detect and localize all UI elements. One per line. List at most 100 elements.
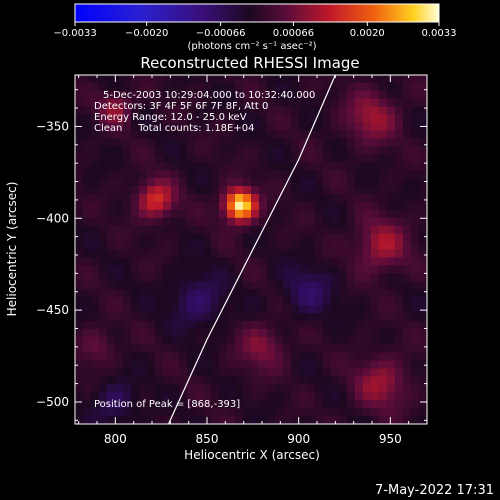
heatmap-cell (227, 336, 236, 346)
heatmap-cell (291, 273, 300, 282)
heatmap-cell (219, 273, 228, 282)
heatmap-cell (235, 98, 244, 108)
heatmap-cell (371, 416, 380, 424)
heatmap-cell (299, 170, 308, 179)
heatmap-cell (131, 217, 140, 227)
heatmap-cell (155, 312, 164, 322)
heatmap-cell (275, 376, 284, 385)
heatmap-cell (411, 336, 420, 346)
heatmap-cell (147, 312, 156, 322)
heatmap-cell (91, 384, 100, 393)
heatmap-cell (155, 297, 164, 306)
heatmap-cell (395, 178, 404, 187)
heatmap-cell (267, 273, 276, 282)
heatmap-cell (331, 312, 340, 322)
heatmap-cell (339, 106, 348, 116)
heatmap-cell (139, 122, 148, 132)
heatmap-cell (131, 344, 140, 354)
heatmap-cell (283, 90, 292, 100)
heatmap-cell (139, 273, 148, 282)
heatmap-cell (307, 336, 316, 346)
heatmap-cell (275, 384, 284, 393)
heatmap-cell (387, 289, 396, 298)
heatmap-cell (235, 186, 244, 195)
heatmap-cell (299, 392, 308, 401)
heatmap-cell (355, 170, 364, 179)
heatmap-cell (307, 146, 316, 155)
heatmap-cell (107, 209, 116, 219)
heatmap-cell (99, 265, 108, 274)
heatmap-cell (203, 209, 212, 219)
heatmap-cell (163, 75, 172, 84)
heatmap-cell (131, 241, 140, 251)
heatmap-cell (363, 186, 372, 195)
heatmap-cell (331, 305, 340, 314)
heatmap-cell (395, 297, 404, 306)
heatmap-cell (123, 249, 132, 259)
heatmap-cell (387, 75, 396, 84)
heatmap-cell (219, 312, 228, 322)
heatmap-cell (83, 90, 92, 100)
heatmap-cell (419, 265, 427, 274)
timestamp: 7-May-2022 17:31 (375, 483, 494, 498)
heatmap-cell (235, 154, 244, 163)
heatmap-cell (379, 376, 388, 385)
heatmap-cell (171, 273, 180, 282)
y-tick-label: −350 (36, 119, 69, 133)
heatmap-cell (187, 265, 196, 274)
heatmap-cell (243, 281, 252, 290)
heatmap-cell (227, 217, 236, 227)
heatmap-cell (275, 170, 284, 179)
heatmap-cell (195, 193, 204, 203)
heatmap-cell (387, 297, 396, 306)
heatmap-cell (243, 241, 252, 251)
heatmap-cell (411, 138, 420, 147)
heatmap-cell (291, 352, 300, 362)
heatmap-cell (219, 289, 228, 298)
heatmap-cell (123, 82, 132, 92)
heatmap-cell (131, 75, 140, 84)
heatmap-cell (403, 217, 412, 227)
heatmap-cell (251, 336, 260, 346)
heatmap-cell (203, 186, 212, 195)
heatmap-cell (107, 106, 116, 116)
heatmap-cell (211, 400, 220, 409)
heatmap-cell (331, 344, 340, 354)
heatmap-cell (419, 392, 427, 401)
heatmap-cell (99, 154, 108, 163)
heatmap-cell (147, 186, 156, 195)
heatmap-cell (251, 138, 260, 147)
heatmap-cell (235, 400, 244, 409)
heatmap-cell (75, 75, 84, 84)
heatmap-cell (83, 209, 92, 219)
heatmap-cell (163, 392, 172, 401)
heatmap-cell (371, 138, 380, 147)
heatmap-cell (355, 392, 364, 401)
heatmap-cell (243, 305, 252, 314)
heatmap-cell (83, 138, 92, 147)
heatmap-cell (323, 154, 332, 163)
heatmap-cell (219, 408, 228, 417)
heatmap-cell (211, 217, 220, 227)
heatmap-cell (395, 75, 404, 84)
heatmap-cell (275, 312, 284, 322)
heatmap-cell (307, 249, 316, 259)
heatmap-cell (131, 114, 140, 124)
heatmap-cell (395, 170, 404, 179)
heatmap-cell (315, 154, 324, 163)
heatmap-cell (147, 170, 156, 179)
heatmap-cell (147, 273, 156, 282)
heatmap-cell (139, 376, 148, 385)
heatmap-cell (147, 217, 156, 227)
heatmap-cell (267, 225, 276, 235)
x-tick-label: 900 (287, 432, 310, 446)
heatmap-cell (411, 416, 420, 424)
heatmap-cell (315, 162, 324, 171)
heatmap-cell (243, 368, 252, 378)
heatmap-cell (395, 400, 404, 409)
heatmap-cell (211, 241, 220, 251)
heatmap-cell (139, 162, 148, 171)
heatmap-cell (171, 281, 180, 290)
heatmap-cell (267, 90, 276, 100)
heatmap-cell (275, 305, 284, 314)
